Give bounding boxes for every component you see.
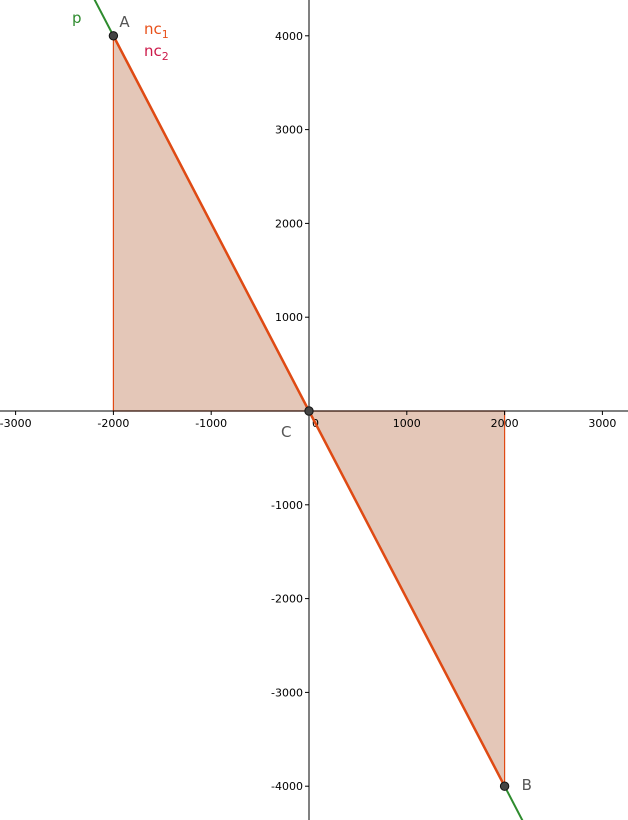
x-axis-ticks: -3000-2000-10000100020003000	[0, 411, 616, 430]
y-tick-label: -3000	[271, 686, 303, 699]
y-tick-label: 2000	[275, 217, 303, 230]
point-a-label: A	[119, 13, 130, 31]
point-b-label: B	[522, 776, 532, 794]
point-c[interactable]	[304, 406, 314, 416]
segment-nc2-label: nc2	[144, 42, 169, 63]
points-layer: A B C	[108, 13, 532, 794]
x-tick-label: -1000	[195, 417, 227, 430]
y-axis-ticks: 4000 3000 2000 1000 -1000 -2000 -3000 -4000	[271, 30, 309, 793]
point-b[interactable]	[499, 781, 510, 791]
point-a[interactable]	[108, 31, 119, 41]
y-tick-label: 3000	[275, 124, 303, 137]
y-tick-label: 4000	[275, 30, 303, 43]
x-tick-label: 1000	[393, 417, 421, 430]
y-tick-label: -4000	[271, 780, 303, 793]
segment-nc1-label: nc1	[144, 20, 169, 41]
y-tick-label: 1000	[275, 311, 303, 324]
x-tick-label: -2000	[97, 417, 129, 430]
line-p-label: p	[72, 9, 82, 27]
point-c-label: C	[281, 423, 291, 441]
x-tick-label: 2000	[491, 417, 519, 430]
x-tick-label: 3000	[588, 417, 616, 430]
x-tick-label: -3000	[0, 417, 32, 430]
y-tick-label: -2000	[271, 593, 303, 606]
y-tick-label: -1000	[271, 499, 303, 512]
